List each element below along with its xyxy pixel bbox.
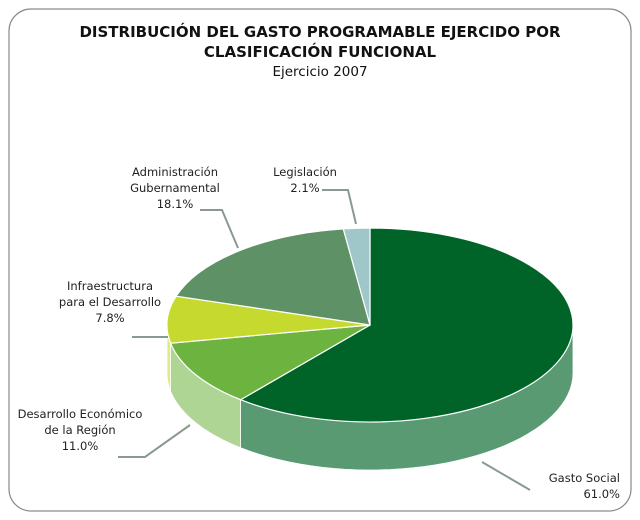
slice <box>166 295 371 344</box>
value-label: 18.1% <box>156 197 194 211</box>
value-label: 61.0% <box>583 487 620 501</box>
slice-label: Gasto Social 61.0% <box>520 470 620 502</box>
value-label: 11.0% <box>61 439 99 453</box>
leader-line <box>322 189 357 225</box>
slice-label: Legislación 2.1% <box>250 164 360 196</box>
slice-label: Desarrollo Económico de la Región 11.0% <box>10 406 150 454</box>
leader-line <box>481 461 531 491</box>
value-label: 7.8% <box>95 311 125 325</box>
chart-title: DISTRIBUCIÓN DEL GASTO PROGRAMABLE EJERC… <box>79 23 561 61</box>
slice <box>169 324 371 401</box>
slice-label: Administración Gubernamental 18.1% <box>115 164 235 212</box>
category-label: Legislación <box>273 165 337 179</box>
slice <box>342 227 371 326</box>
category-label: Gasto Social <box>548 471 620 485</box>
leader-line <box>200 209 239 249</box>
slice <box>175 228 371 326</box>
value-label: 2.1% <box>290 181 320 195</box>
category-label: Infraestructura para el Desarrollo <box>58 279 162 309</box>
category-label: Administración Gubernamental <box>130 165 220 195</box>
category-label: Desarrollo Económico de la Región <box>17 407 143 437</box>
chart-subtitle: Ejercicio 2007 <box>272 64 368 80</box>
leader-line <box>118 424 191 458</box>
slice <box>239 227 574 423</box>
slice-label: Infraestructura para el Desarrollo 7.8% <box>50 278 170 326</box>
